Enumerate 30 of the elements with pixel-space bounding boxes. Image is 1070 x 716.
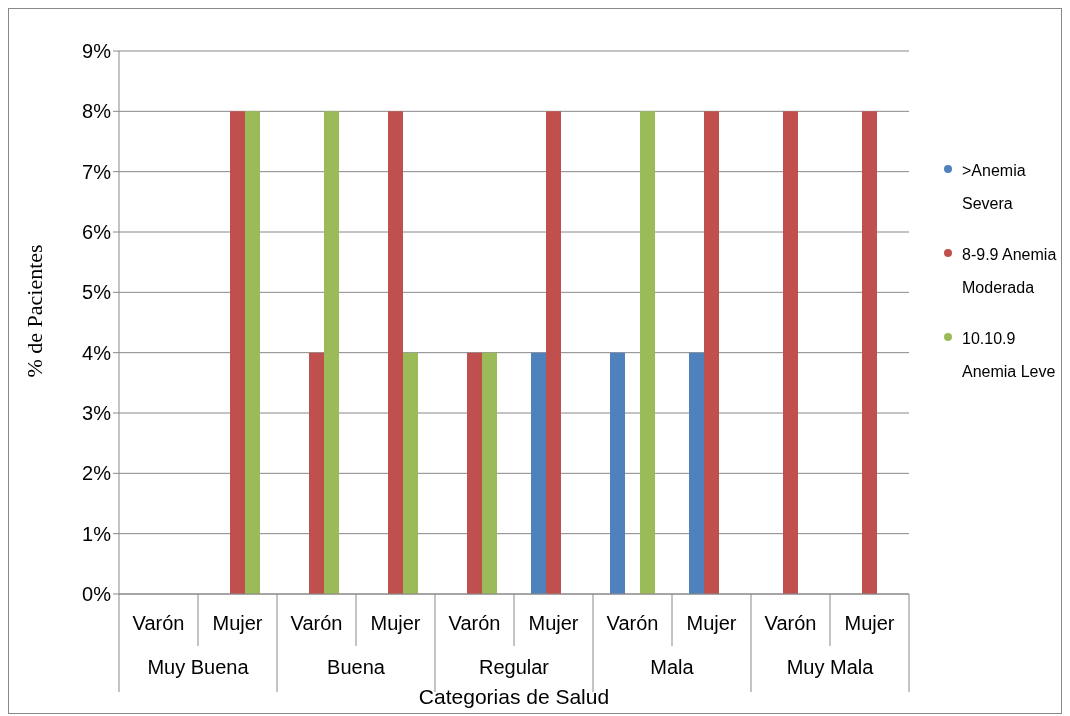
y-tick-label: 7% [82,160,112,183]
y-tick-label: 6% [82,221,112,244]
y-tick-label: 8% [82,100,112,123]
x-tick-label: Varón [290,612,343,634]
text: Muy Mala [786,656,875,678]
y-tick-label: 0% [82,583,112,606]
text: Buena [327,656,386,678]
y-tick-label: 2% [82,462,112,485]
y-tick-label: 5% [82,281,112,304]
x-tick-label: Varón [448,612,501,634]
x-tick-label: Mujer [370,612,421,634]
x-tick-label: Mujer [844,612,895,634]
x-tick-label: Mujer [528,612,579,634]
y-tick-label: 1% [82,522,112,545]
legend-label: >Anemia Severa [962,161,1027,214]
y-axis-title: % de Pacientes [22,244,48,378]
x-tick-label: Varón [764,612,817,634]
x-tick-label: Mujer [212,612,263,634]
x-tick-label: Varón [606,612,659,634]
legend-label: 8-9.9 Anemia Moderada [962,245,1058,298]
text: Mala [650,656,695,678]
y-tick-label: 9% [82,40,112,63]
x-tick-label: Mujer [686,612,737,634]
text: Muy Buena [147,656,250,678]
legend-label: 10.10.9 Anemia Leve [962,329,1057,382]
x-axis-title: Categorias de Salud [417,685,611,709]
text: Regular [478,656,550,678]
y-tick-label: 3% [82,402,112,425]
x-tick-label: Varón [132,612,185,634]
y-tick-label: 4% [82,341,112,364]
